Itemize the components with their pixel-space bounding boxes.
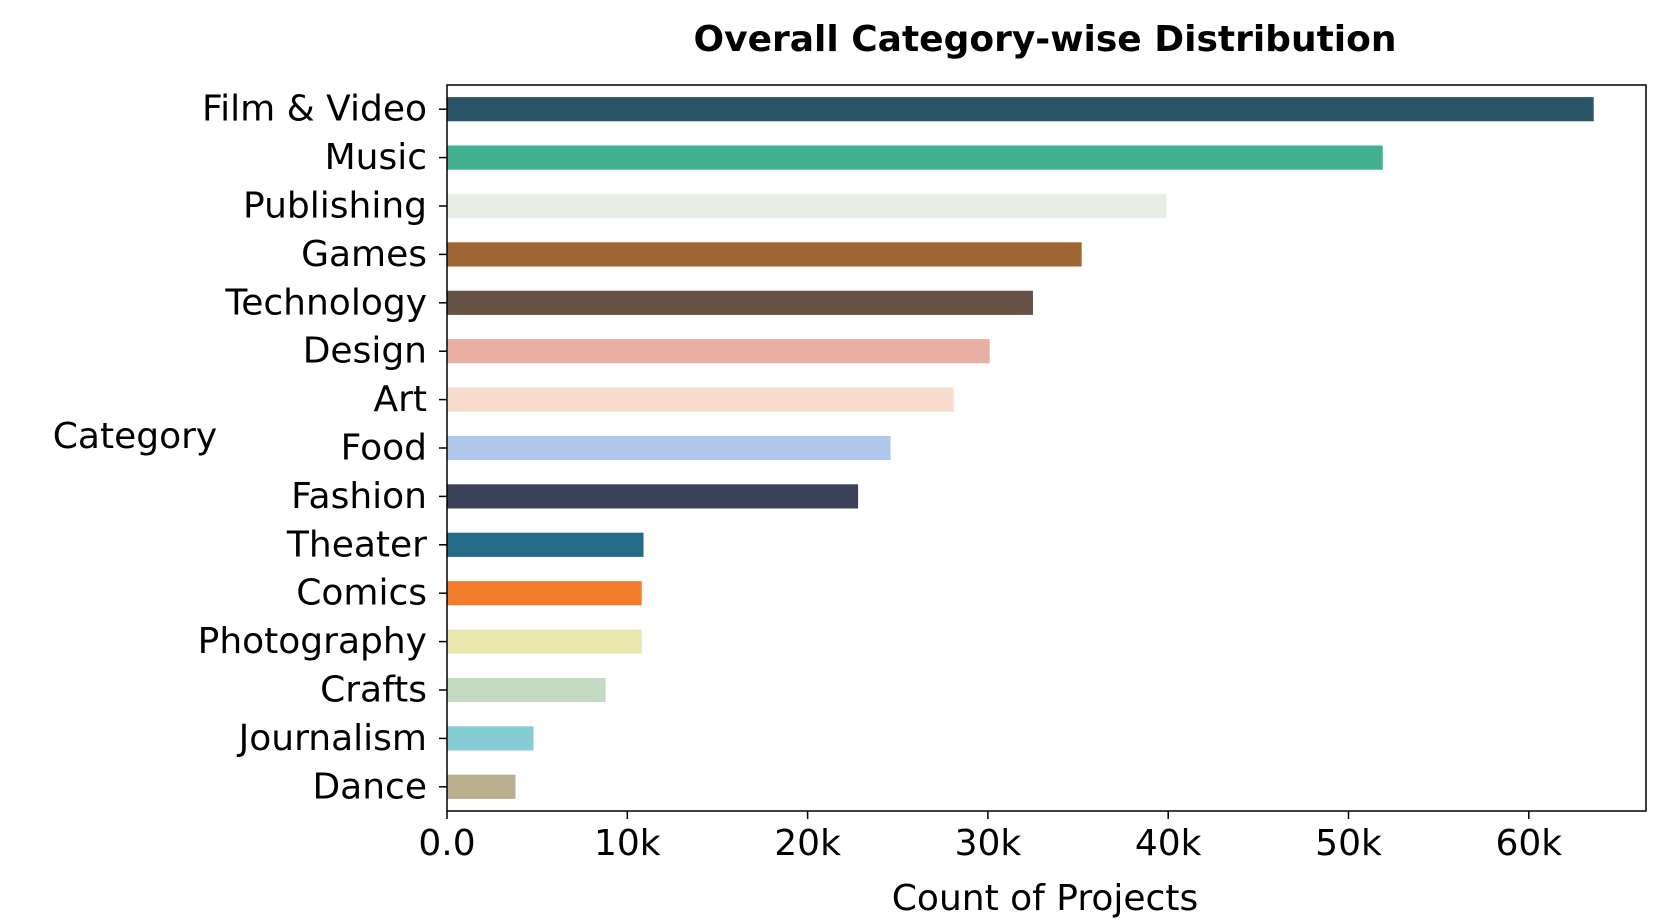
bar-games: [447, 242, 1082, 267]
category-label-photography: Photography: [198, 621, 427, 662]
bar-photography: [447, 629, 642, 654]
category-label-music: Music: [325, 137, 427, 178]
category-label-fashion: Fashion: [291, 476, 427, 517]
x-axis-label: Count of Projects: [892, 878, 1198, 918]
category-label-crafts: Crafts: [320, 670, 427, 711]
x-tick-label: 0.0: [418, 823, 475, 864]
bar-comics: [447, 581, 642, 606]
category-label-food: Food: [341, 428, 427, 469]
x-tick-label: 20k: [774, 823, 841, 864]
category-label-design: Design: [303, 331, 427, 372]
x-tick-label: 40k: [1135, 823, 1202, 864]
bar-publishing: [447, 193, 1167, 219]
bar-art: [447, 387, 954, 412]
category-labels: Film & Video Music Publishing Games Technolo…: [198, 89, 428, 808]
bar-journalism: [447, 726, 534, 751]
chart-title: Overall Category-wise Distribution: [694, 19, 1397, 60]
category-label-journalism: Journalism: [237, 718, 427, 759]
bar-film-video: [447, 97, 1594, 122]
category-label-dance: Dance: [312, 766, 427, 807]
y-axis-label: Category: [53, 416, 217, 457]
category-label-comics: Comics: [296, 573, 427, 614]
bar-dance: [447, 774, 516, 799]
category-label-theater: Theater: [286, 524, 427, 565]
bar-design: [447, 339, 990, 364]
category-label-publishing: Publishing: [243, 186, 427, 227]
x-tick-label: 60k: [1495, 823, 1562, 864]
category-label-technology: Technology: [224, 282, 427, 323]
plot-frame: [446, 84, 1647, 812]
bar-crafts: [447, 677, 606, 703]
x-tick-label: 50k: [1315, 823, 1382, 864]
bar-fashion: [447, 484, 859, 509]
category-label-games: Games: [301, 234, 427, 275]
x-ticks: 0.0 10k 20k 30k 40k 50k 60k: [418, 108, 1562, 864]
category-label-film-video: Film & Video: [202, 89, 427, 130]
bar-food: [447, 435, 891, 461]
bar-music: [447, 145, 1383, 170]
x-tick-label: 10k: [594, 823, 661, 864]
bar-theater: [447, 532, 644, 557]
bar-technology: [447, 290, 1033, 315]
bars-layer: [447, 97, 1594, 799]
category-label-art: Art: [373, 379, 427, 420]
x-tick-label: 30k: [955, 823, 1022, 864]
